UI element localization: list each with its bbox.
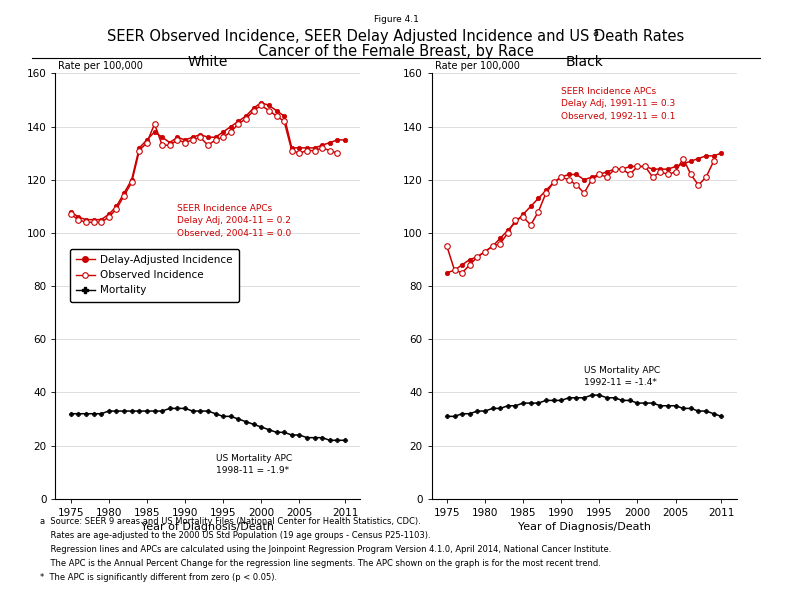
Title: Black: Black bbox=[565, 56, 603, 70]
Text: Regression lines and APCs are calculated using the Joinpoint Regression Program : Regression lines and APCs are calculated… bbox=[40, 545, 611, 554]
X-axis label: Year of Diagnosis/Death: Year of Diagnosis/Death bbox=[142, 522, 274, 532]
Text: Figure 4.1: Figure 4.1 bbox=[374, 15, 418, 24]
Text: Cancer of the Female Breast, by Race: Cancer of the Female Breast, by Race bbox=[258, 44, 534, 59]
Text: *  The APC is significantly different from zero (p < 0.05).: * The APC is significantly different fro… bbox=[40, 573, 276, 583]
X-axis label: Year of Diagnosis/Death: Year of Diagnosis/Death bbox=[518, 522, 650, 532]
Text: Rate per 100,000: Rate per 100,000 bbox=[59, 61, 143, 72]
Text: SEER Observed Incidence, SEER Delay Adjusted Incidence and US Death Rates: SEER Observed Incidence, SEER Delay Adju… bbox=[108, 29, 684, 45]
Text: Rate per 100,000: Rate per 100,000 bbox=[435, 61, 520, 72]
Text: a  Source: SEER 9 areas and US Mortality Files (National Center for Health Stati: a Source: SEER 9 areas and US Mortality … bbox=[40, 517, 421, 526]
Text: SEER Incidence APCs
Delay Adj, 1991-11 = 0.3
Observed, 1992-11 = 0.1: SEER Incidence APCs Delay Adj, 1991-11 =… bbox=[562, 87, 676, 121]
Text: The APC is the Annual Percent Change for the regression line segments. The APC s: The APC is the Annual Percent Change for… bbox=[40, 559, 600, 569]
Text: US Mortality APC
1998-11 = -1.9*: US Mortality APC 1998-11 = -1.9* bbox=[215, 453, 291, 475]
Text: US Mortality APC
1992-11 = -1.4*: US Mortality APC 1992-11 = -1.4* bbox=[584, 366, 661, 387]
Title: White: White bbox=[188, 56, 228, 70]
Text: SEER Incidence APCs
Delay Adj, 2004-11 = 0.2
Observed, 2004-11 = 0.0: SEER Incidence APCs Delay Adj, 2004-11 =… bbox=[177, 204, 291, 237]
Text: a: a bbox=[592, 28, 599, 37]
Text: Rates are age-adjusted to the 2000 US Std Population (19 age groups - Census P25: Rates are age-adjusted to the 2000 US St… bbox=[40, 531, 430, 540]
Legend: Delay-Adjusted Incidence, Observed Incidence, Mortality: Delay-Adjusted Incidence, Observed Incid… bbox=[70, 249, 238, 302]
